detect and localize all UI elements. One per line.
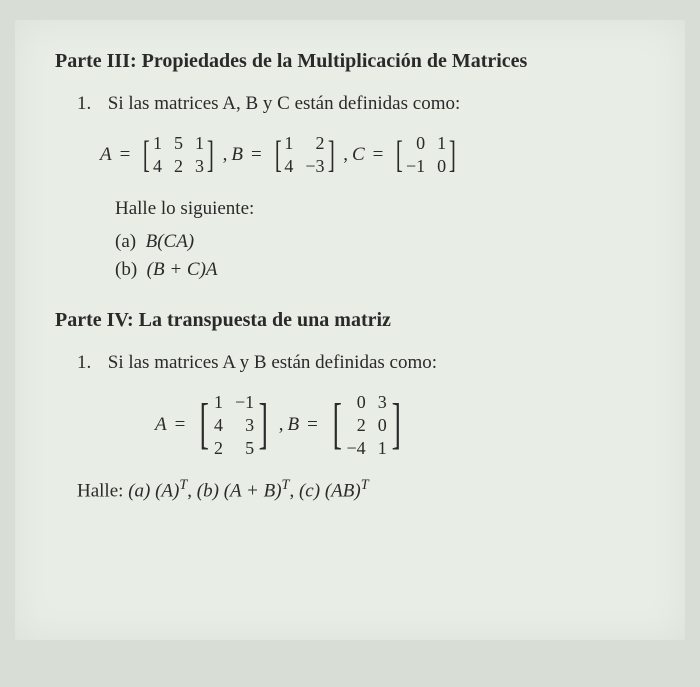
- matrix-cell: 3: [378, 392, 387, 413]
- part3-q1: 1. Si las matrices A, B y C están defini…: [77, 93, 645, 115]
- equals-sign: =: [373, 144, 384, 166]
- separator: ,: [187, 480, 197, 501]
- subtask-a-label: (a): [115, 231, 136, 252]
- matrix-B-label: B: [288, 414, 300, 436]
- comma: ,: [343, 144, 348, 166]
- q1-text: Si las matrices A y B están definidas co…: [108, 352, 437, 373]
- matrix-cell: 2: [174, 156, 183, 177]
- matrix-cell: −3: [305, 156, 324, 177]
- part3-subtasks: Halle lo siguiente: (a) B(CA) (b) (B + C…: [115, 195, 645, 285]
- matrix-cell: 2: [347, 415, 366, 436]
- document-page: Parte III: Propiedades de la Multiplicac…: [15, 20, 685, 640]
- bracket-right-icon: ]: [259, 405, 268, 444]
- matrix-B-body: 1 2 4 −3: [284, 133, 324, 177]
- matrix-A-body: 1 −1 4 3 2 5: [214, 392, 254, 459]
- part4-q1: 1. Si las matrices A y B están definidas…: [77, 352, 645, 374]
- matrix-cell: 1: [195, 133, 204, 154]
- q1-text: Si las matrices A, B y C están definidas…: [108, 93, 461, 114]
- bracket-right-icon: ]: [449, 142, 456, 169]
- matrix-cell: 4: [284, 156, 293, 177]
- matrix-cell: −4: [347, 438, 366, 459]
- bracket-right-icon: ]: [327, 142, 334, 169]
- matrix-cell: 3: [235, 415, 254, 436]
- part4-halle-line: Halle: (a) (A)T, (b) (A + B)T, (c) (AB)T: [77, 477, 645, 502]
- subtask-a-expr: (a) (A): [128, 480, 179, 501]
- q1-number: 1.: [77, 93, 103, 115]
- matrix-cell: 1: [214, 392, 223, 413]
- equals-sign: =: [120, 144, 131, 166]
- subtask-a-expr: B(CA): [146, 231, 195, 252]
- subtask-b-label: (b): [115, 259, 137, 280]
- matrix-cell: 0: [437, 156, 446, 177]
- comma: ,: [223, 144, 228, 166]
- matrix-cell: −1: [406, 156, 425, 177]
- part3-matrices-definition: A = [ 1 5 1 4 2 3 ] , B = [ 1 2 4 −3: [100, 133, 645, 177]
- matrix-cell: 0: [378, 415, 387, 436]
- transpose-superscript: T: [361, 477, 369, 493]
- matrix-A: [ 1 −1 4 3 2 5 ]: [195, 392, 272, 459]
- matrix-A: [ 1 5 1 4 2 3 ]: [140, 133, 216, 177]
- halle-prefix: Halle:: [77, 480, 123, 501]
- matrix-cell: 0: [406, 133, 425, 154]
- matrix-cell: 5: [235, 438, 254, 459]
- matrix-cell: 1: [437, 133, 446, 154]
- part4-matrices-definition: A = [ 1 −1 4 3 2 5 ] , B = [ 0 3 2 0 −4: [155, 392, 645, 459]
- matrix-B-body: 0 3 2 0 −4 1: [347, 392, 387, 459]
- bracket-right-icon: ]: [391, 405, 400, 444]
- bracket-right-icon: ]: [207, 142, 214, 169]
- part4-heading: Parte IV: La transpuesta de una matriz: [55, 309, 645, 332]
- matrix-B-label: B: [231, 144, 243, 166]
- matrix-cell: 1: [153, 133, 162, 154]
- matrix-A-label: A: [155, 414, 167, 436]
- bracket-left-icon: [: [396, 142, 403, 169]
- matrix-cell: 1: [378, 438, 387, 459]
- matrix-A-body: 1 5 1 4 2 3: [153, 133, 204, 177]
- matrix-A-label: A: [100, 144, 112, 166]
- equals-sign: =: [175, 414, 186, 436]
- matrix-C: [ 0 1 −1 0 ]: [393, 133, 458, 177]
- subtask-c-expr: (c) (AB): [299, 480, 361, 501]
- subtask-b-expr: (b) (A + B): [197, 480, 282, 501]
- matrix-B: [ 0 3 2 0 −4 1 ]: [328, 392, 405, 459]
- matrix-cell: 5: [174, 133, 183, 154]
- part3-heading: Parte III: Propiedades de la Multiplicac…: [55, 50, 645, 73]
- matrix-cell: 2: [214, 438, 223, 459]
- matrix-cell: 4: [214, 415, 223, 436]
- matrix-cell: 0: [347, 392, 366, 413]
- equals-sign: =: [307, 414, 318, 436]
- subtask-b-expr: (B + C)A: [147, 259, 218, 280]
- subtask-a: (a) B(CA): [115, 228, 645, 257]
- matrix-C-label: C: [352, 144, 365, 166]
- bracket-left-icon: [: [143, 142, 150, 169]
- separator: ,: [289, 480, 299, 501]
- matrix-C-body: 0 1 −1 0: [406, 133, 446, 177]
- matrix-B: [ 1 2 4 −3 ]: [272, 133, 337, 177]
- equals-sign: =: [251, 144, 262, 166]
- bracket-left-icon: [: [275, 142, 282, 169]
- matrix-cell: 4: [153, 156, 162, 177]
- comma: ,: [279, 414, 284, 436]
- bracket-left-icon: [: [333, 405, 342, 444]
- matrix-cell: −1: [235, 392, 254, 413]
- matrix-cell: 1: [284, 133, 293, 154]
- halle-text: Halle lo siguiente:: [115, 195, 645, 224]
- matrix-cell: 3: [195, 156, 204, 177]
- subtask-b: (b) (B + C)A: [115, 256, 645, 285]
- bracket-left-icon: [: [200, 405, 209, 444]
- matrix-cell: 2: [305, 133, 324, 154]
- q1-number: 1.: [77, 352, 103, 374]
